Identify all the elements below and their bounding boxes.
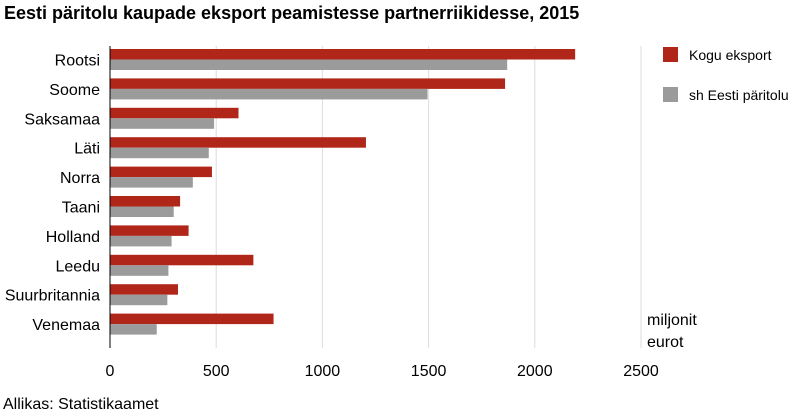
legend: Kogu eksport sh Eesti päritolu <box>663 47 789 103</box>
bar-kogu-eksport <box>110 49 576 60</box>
x-tick-label: 0 <box>106 363 115 380</box>
bar-kogu-eksport <box>110 78 506 89</box>
bar-eesti-paritolu <box>110 59 508 70</box>
bar-kogu-eksport <box>110 137 366 148</box>
bar-kogu-eksport <box>110 107 239 119</box>
category-label: Leedu <box>56 258 101 275</box>
bar-eesti-paritolu <box>110 88 428 100</box>
category-label: Venemaa <box>32 317 100 334</box>
category-label: Rootsi <box>55 53 100 70</box>
category-label: Läti <box>74 141 100 158</box>
x-tick-labels: 0 500 1000 1500 2000 2500 <box>106 363 659 380</box>
legend-swatch-eesti-paritolu <box>663 87 678 102</box>
bar-eesti-paritolu <box>110 294 168 306</box>
bar-eesti-paritolu <box>110 324 157 335</box>
legend-label-kogu-eksport: Kogu eksport <box>689 47 772 63</box>
bar-eesti-paritolu <box>110 235 172 247</box>
x-tick-label: 500 <box>203 363 230 380</box>
bar-eesti-paritolu <box>110 177 193 188</box>
category-label: Saksamaa <box>24 111 100 128</box>
unit-label: miljonit eurot <box>647 312 697 351</box>
unit-label-line2: eurot <box>647 334 684 351</box>
bar-eesti-paritolu <box>110 265 169 276</box>
x-tick-label: 1500 <box>411 363 447 380</box>
bar-kogu-eksport <box>110 225 189 236</box>
category-label: Suurbritannia <box>5 288 100 305</box>
bar-eesti-paritolu <box>110 206 174 217</box>
bar-kogu-eksport <box>110 166 212 178</box>
category-label: Taani <box>62 200 100 217</box>
grid-lines <box>215 46 642 348</box>
x-tick-label: 2500 <box>623 363 659 380</box>
x-tick-label: 1000 <box>305 363 341 380</box>
chart-title: Eesti päritolu kaupade eksport peamistes… <box>4 3 580 23</box>
category-label: Norra <box>60 170 100 187</box>
bar-kogu-eksport <box>110 196 181 207</box>
category-label: Soome <box>49 82 100 99</box>
legend-swatch-kogu-eksport <box>663 47 678 62</box>
bars <box>110 49 576 335</box>
bar-eesti-paritolu <box>110 147 209 159</box>
category-label: Holland <box>46 229 100 246</box>
source-note: Allikas: Statistikaamet <box>3 396 159 413</box>
unit-label-line1: miljonit <box>647 312 697 329</box>
bar-kogu-eksport <box>110 313 274 325</box>
bar-kogu-eksport <box>110 284 178 295</box>
legend-label-eesti-paritolu: sh Eesti päritolu <box>689 87 789 103</box>
bar-eesti-paritolu <box>110 118 215 129</box>
category-labels: Rootsi Soome Saksamaa Läti Norra Taani Holland… <box>5 53 100 335</box>
x-tick-label: 2000 <box>517 363 553 380</box>
bar-kogu-eksport <box>110 254 254 266</box>
